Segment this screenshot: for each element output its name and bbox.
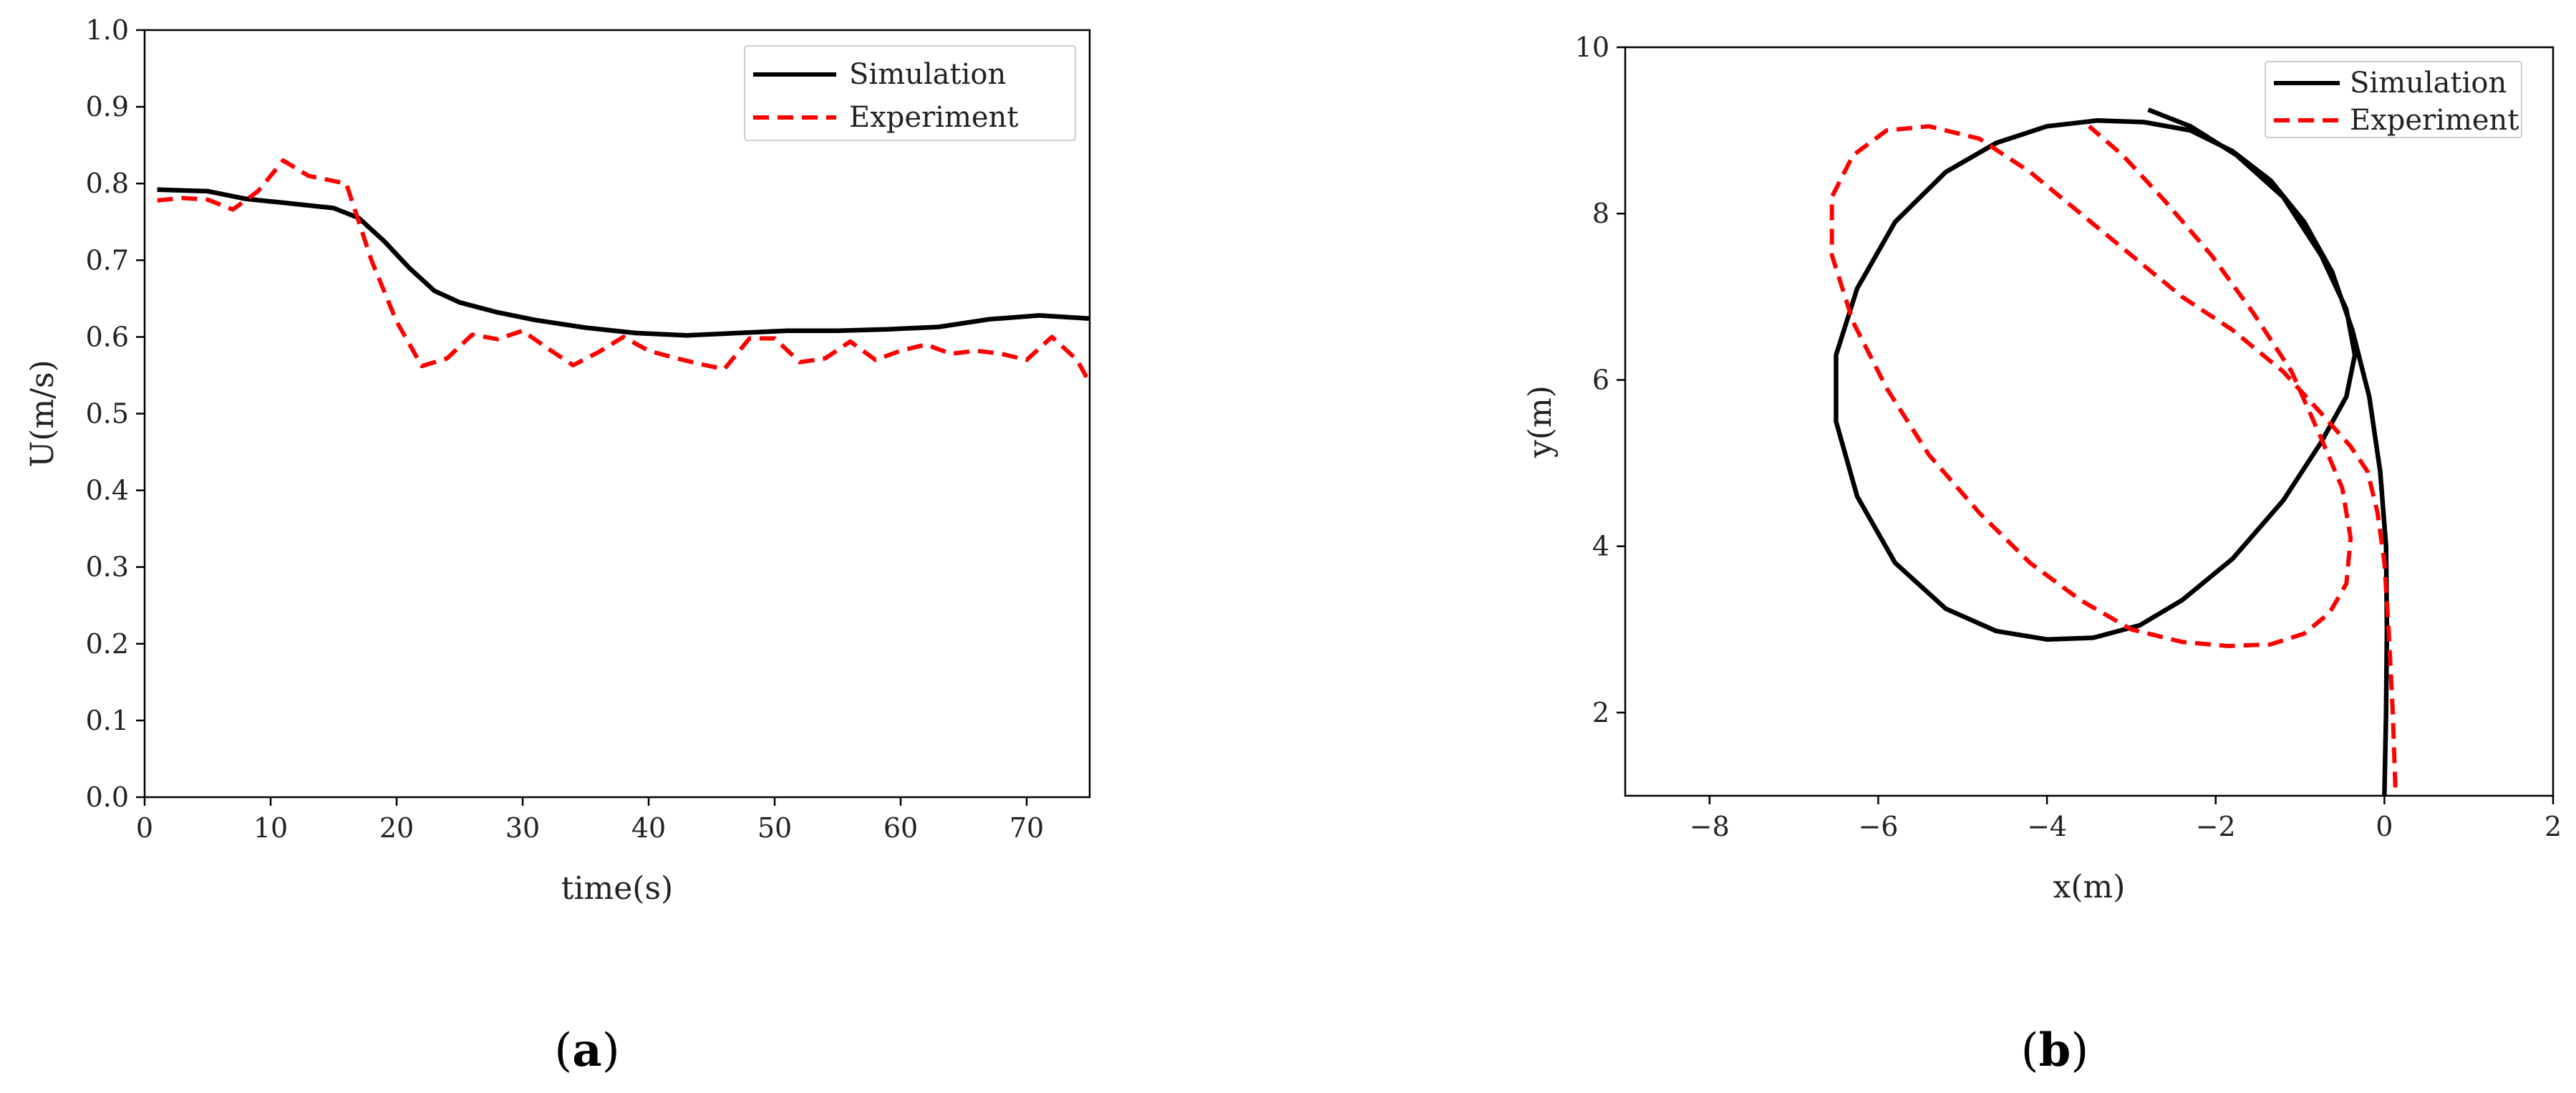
x-tick-label: 70: [1009, 812, 1044, 844]
legend: Simulation Experiment: [2265, 61, 2522, 138]
y-tick-label: 0.8: [86, 168, 129, 199]
y-tick-label: 0.7: [86, 244, 129, 276]
panel-label: (a): [554, 1024, 619, 1077]
x-tick-label: 20: [379, 812, 414, 844]
y-tick-label: 0.4: [86, 475, 129, 506]
x-tick-label: 50: [757, 812, 792, 844]
y-tick-label: 0.3: [86, 552, 129, 583]
y-tick-label: 0.9: [86, 91, 129, 122]
legend: Simulation Experiment: [744, 45, 1076, 141]
x-axis-label: time(s): [561, 870, 673, 907]
y-tick-label: 0.0: [86, 781, 129, 813]
y-tick-label: 8: [1592, 198, 1609, 229]
x-tick-label: 0: [2376, 811, 2393, 842]
x-tick-label: −4: [2027, 811, 2067, 842]
legend-label-experiment: Experiment: [849, 101, 1018, 134]
y-tick-label: 10: [1575, 32, 1609, 63]
panel-label-open: (: [2021, 1024, 2039, 1077]
panel-label-letter: b: [2039, 1024, 2071, 1077]
x-tick-label: 0: [136, 812, 153, 844]
panel-label-close: ): [602, 1024, 620, 1077]
legend-label-simulation: Simulation: [2350, 67, 2507, 100]
y-tick-label: 2: [1592, 697, 1609, 728]
plot-frame: [1624, 46, 2555, 797]
legend-label-experiment: Experiment: [2350, 104, 2519, 137]
x-tick-label: −2: [2196, 811, 2236, 842]
panel-label-close: ): [2071, 1024, 2088, 1077]
y-tick-label: 0.6: [86, 321, 129, 352]
series-line-experiment: [1829, 124, 2398, 788]
chart-b: −8 −6 −4 −2 0 2 2 4 6 8 10 x(m) y(m) Simulation Experi…: [1522, 32, 2562, 905]
x-tick-label: 60: [883, 812, 918, 844]
y-tick-label: 0.5: [86, 398, 129, 430]
x-tick-label: 40: [631, 812, 666, 844]
x-tick-label: −6: [1858, 811, 1898, 842]
series-line-experiment: [157, 158, 1090, 385]
series-line-simulation: [1834, 107, 2390, 796]
x-axis-label: x(m): [2053, 869, 2126, 905]
y-tick-label: 1.0: [86, 14, 129, 46]
y-axis-label: y(m): [1522, 385, 1559, 458]
legend-label-simulation: Simulation: [849, 58, 1006, 91]
y-tick-label: 4: [1592, 531, 1609, 562]
x-tick-label: 30: [505, 812, 540, 844]
y-tick-label: 0.1: [86, 705, 129, 736]
x-tick-label: 2: [2544, 811, 2562, 842]
y-tick-label: 0.2: [86, 628, 129, 660]
x-tick-label: −8: [1690, 811, 1730, 842]
x-tick-label: 10: [253, 812, 288, 844]
y-axis-label: U(m/s): [24, 360, 61, 468]
series-line-simulation: [157, 187, 1090, 338]
panel-label-letter: a: [572, 1024, 601, 1077]
chart-a: 0 10 20 30 40 50 60 70 0.0 0.1 0.2 0.3 0.4 0.5 0.6 0.7 0…: [24, 14, 1091, 907]
plot-frame: [143, 29, 1091, 799]
panel-label-open: (: [554, 1024, 572, 1077]
panel-label: (b): [2021, 1024, 2089, 1077]
y-tick-label: 6: [1592, 364, 1609, 395]
